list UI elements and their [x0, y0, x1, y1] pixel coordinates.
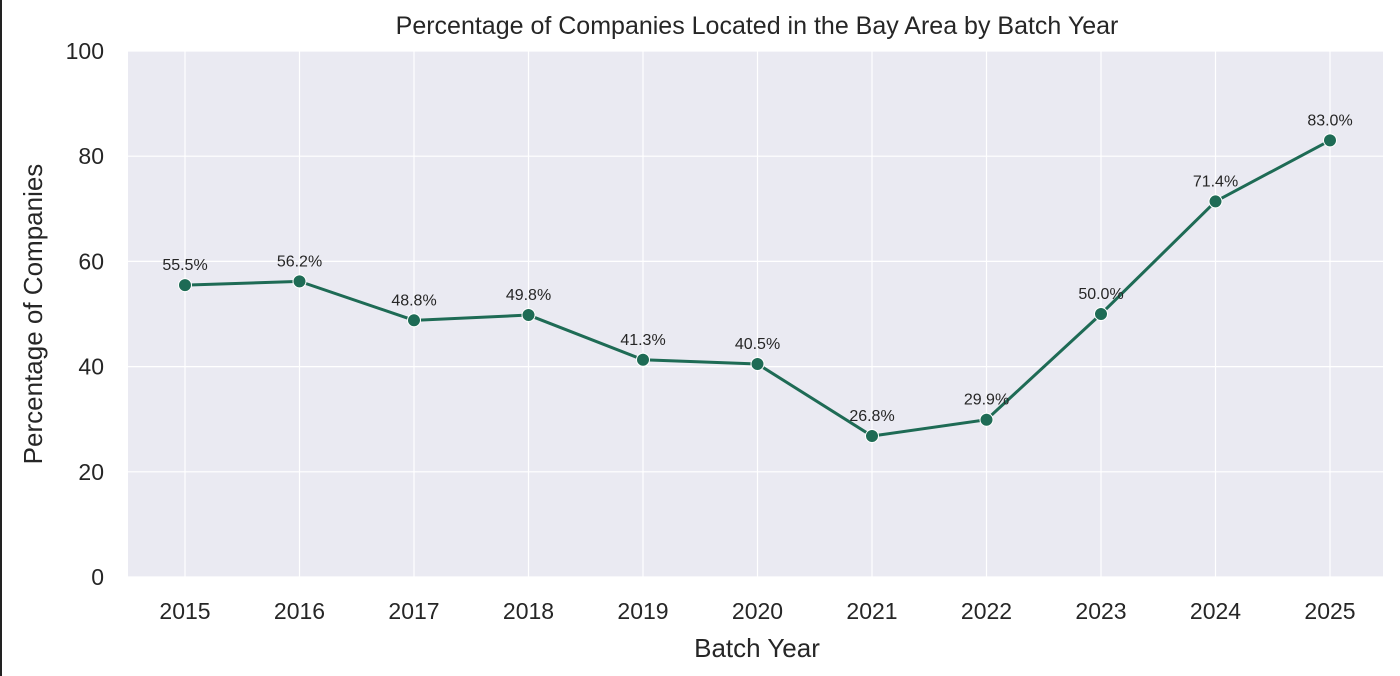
x-axis-ticks: 2015 2016 2017 2018 2019 2020 2021 2022 2023 2024…: [159, 598, 1355, 624]
y-tick-label: 100: [66, 38, 104, 64]
data-point: [292, 274, 307, 289]
x-tick-label: 2022: [961, 598, 1012, 624]
x-tick-label: 2021: [846, 598, 897, 624]
data-label: 55.5%: [162, 257, 207, 274]
data-point: [750, 356, 765, 371]
x-tick-label: 2024: [1190, 598, 1241, 624]
data-point: [1094, 307, 1108, 321]
x-tick-label: 2015: [159, 598, 210, 624]
data-label: 48.8%: [391, 292, 436, 309]
data-label: 71.4%: [1193, 173, 1238, 190]
x-tick-label: 2018: [503, 598, 554, 624]
chart-title: Percentage of Companies Located in the B…: [396, 12, 1119, 40]
data-point: [521, 308, 536, 323]
y-axis-title: Percentage of Companies: [18, 164, 48, 465]
x-tick-label: 2020: [732, 598, 783, 624]
plot-background: [128, 51, 1383, 577]
data-label: 40.5%: [735, 336, 780, 353]
data-label: 29.9%: [964, 392, 1009, 409]
data-point: [1208, 194, 1223, 209]
x-tick-label: 2017: [388, 598, 439, 624]
data-label: 50.0%: [1078, 286, 1123, 303]
data-point: [407, 313, 421, 328]
data-points: [178, 133, 1337, 444]
data-label: 26.8%: [849, 408, 894, 425]
y-tick-label: 0: [91, 564, 104, 590]
y-tick-label: 80: [78, 143, 104, 169]
y-tick-label: 20: [78, 459, 104, 485]
data-point: [979, 412, 994, 427]
x-tick-label: 2019: [617, 598, 668, 624]
y-axis-ticks: 0 20 40 60 80 100: [66, 38, 104, 590]
data-label: 56.2%: [277, 253, 322, 270]
data-labels: 55.5% 56.2% 48.8% 49.8% 41.3% 40.5% 26.8% 29.9%…: [162, 112, 1352, 425]
x-tick-label: 2025: [1304, 598, 1355, 624]
data-label: 83.0%: [1307, 112, 1352, 129]
data-label: 41.3%: [620, 332, 665, 349]
grid: [128, 50, 1383, 578]
data-label: 49.8%: [506, 287, 551, 304]
data-point: [865, 429, 879, 444]
x-tick-label: 2023: [1075, 598, 1126, 624]
data-point: [1323, 133, 1337, 148]
y-tick-label: 40: [78, 354, 104, 380]
data-point: [636, 352, 650, 367]
x-tick-label: 2016: [274, 598, 325, 624]
data-point: [178, 278, 192, 293]
y-tick-label: 60: [78, 248, 104, 274]
x-axis-title: Batch Year: [694, 633, 820, 663]
